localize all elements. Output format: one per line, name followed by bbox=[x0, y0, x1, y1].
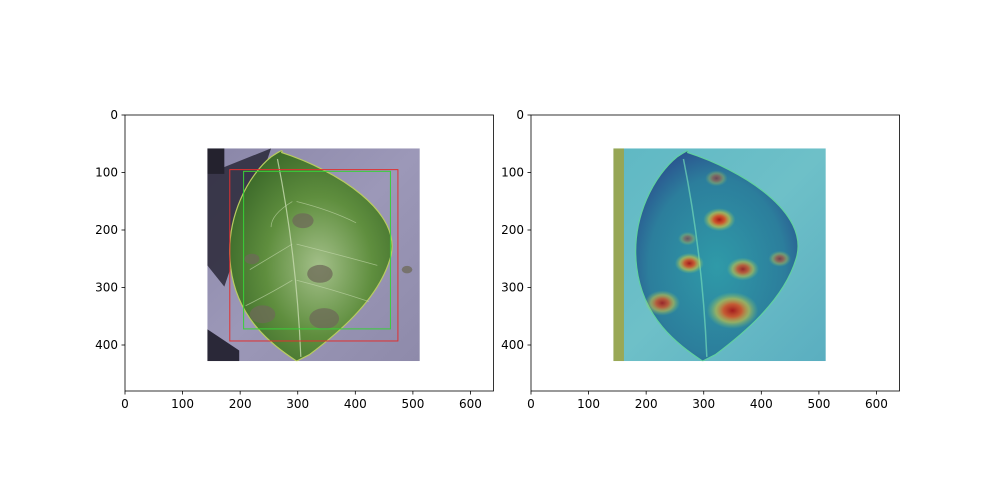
x-tick-label: 300 bbox=[286, 397, 309, 411]
x-tick-label: 600 bbox=[459, 397, 482, 411]
x-tick-label: 0 bbox=[121, 397, 129, 411]
x-tick-label: 600 bbox=[865, 397, 888, 411]
leaf-image bbox=[207, 148, 420, 362]
axes-frame bbox=[530, 114, 900, 392]
activation-hotspot bbox=[706, 292, 759, 329]
x-tick-label: 400 bbox=[344, 397, 367, 411]
activation-hotspot bbox=[705, 170, 728, 187]
axes-frame bbox=[124, 114, 494, 392]
x-tick-label: 500 bbox=[807, 397, 830, 411]
activation-hotspot bbox=[768, 250, 792, 267]
x-tick-label: 0 bbox=[527, 397, 535, 411]
bounding-box bbox=[229, 169, 399, 342]
bounding-box bbox=[243, 170, 391, 330]
activation-hotspot bbox=[726, 257, 760, 281]
activation-hotspot bbox=[703, 208, 736, 232]
x-tick-label: 300 bbox=[692, 397, 715, 411]
activation-hotspot bbox=[674, 253, 704, 274]
y-tick-label: 300 bbox=[95, 281, 118, 295]
y-tick-label: 200 bbox=[95, 223, 118, 237]
y-tick-label: 100 bbox=[501, 166, 524, 180]
y-tick-label: 400 bbox=[501, 338, 524, 352]
x-tick-label: 100 bbox=[171, 397, 194, 411]
right-panel: 0 100 200 300 400 500 600 0 100 200 300 400 bbox=[501, 108, 900, 411]
x-tick-label: 100 bbox=[577, 397, 600, 411]
x-tick-label: 500 bbox=[401, 397, 424, 411]
y-tick-label: 0 bbox=[516, 108, 524, 122]
left-panel: 0 100 200 300 400 500 600 0 100 200 300 400 bbox=[95, 108, 494, 411]
activation-hotspot bbox=[644, 290, 681, 316]
x-tick-label: 400 bbox=[750, 397, 773, 411]
y-tick-label: 300 bbox=[501, 281, 524, 295]
leaf-image bbox=[613, 148, 826, 362]
y-tick-label: 100 bbox=[95, 166, 118, 180]
activation-hotspot bbox=[677, 231, 698, 246]
y-tick-label: 0 bbox=[110, 108, 118, 122]
x-tick-label: 200 bbox=[635, 397, 658, 411]
y-tick-label: 400 bbox=[95, 338, 118, 352]
x-tick-label: 200 bbox=[229, 397, 252, 411]
y-tick-label: 200 bbox=[501, 223, 524, 237]
